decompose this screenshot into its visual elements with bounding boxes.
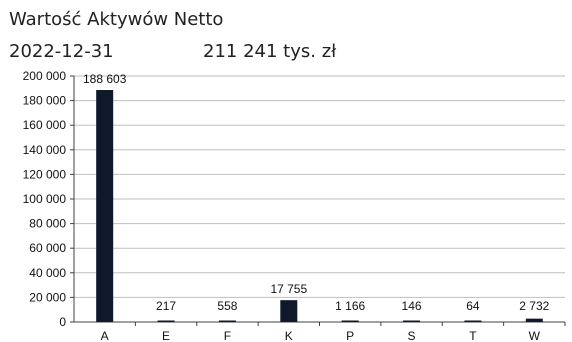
y-tick-label: 160 000 (23, 118, 67, 132)
x-tick-label: F (224, 329, 231, 342)
data-label: 188 603 (83, 72, 127, 86)
bar (96, 90, 114, 322)
data-label: 146 (402, 299, 422, 313)
data-label: 1 166 (335, 299, 365, 313)
y-tick-label: 20 000 (29, 290, 66, 304)
chart-title: Wartość Aktywów Netto (9, 9, 224, 30)
y-tick-label: 60 000 (29, 241, 66, 255)
y-tick-label: 40 000 (29, 266, 66, 280)
y-tick-label: 0 (59, 315, 66, 329)
x-tick-label: K (285, 329, 293, 342)
data-label: 64 (466, 299, 480, 313)
bar (157, 320, 175, 322)
data-label: 558 (217, 299, 237, 313)
y-tick-label: 140 000 (23, 143, 67, 157)
data-label: 2 732 (519, 299, 549, 313)
x-tick-label: E (162, 329, 170, 342)
y-tick-label: 180 000 (23, 94, 67, 108)
y-tick-label: 100 000 (23, 192, 67, 206)
bar (464, 320, 482, 322)
report-date: 2022-12-31 (9, 41, 114, 62)
y-tick-label: 80 000 (29, 217, 66, 231)
x-tick-label: A (101, 329, 109, 342)
x-tick-label: W (529, 329, 541, 342)
data-label: 217 (156, 299, 176, 313)
y-tick-label: 200 000 (23, 69, 67, 83)
y-tick-label: 120 000 (23, 167, 67, 181)
bar (403, 320, 421, 322)
x-tick-label: S (408, 329, 416, 342)
bar (218, 320, 236, 322)
x-tick-label: P (346, 329, 354, 342)
data-label: 17 755 (270, 282, 307, 296)
bar (525, 318, 543, 322)
x-tick-label: T (469, 329, 477, 342)
total-net-assets: 211 241 tys. zł (203, 41, 337, 62)
bar (341, 320, 359, 322)
bar (280, 300, 298, 322)
